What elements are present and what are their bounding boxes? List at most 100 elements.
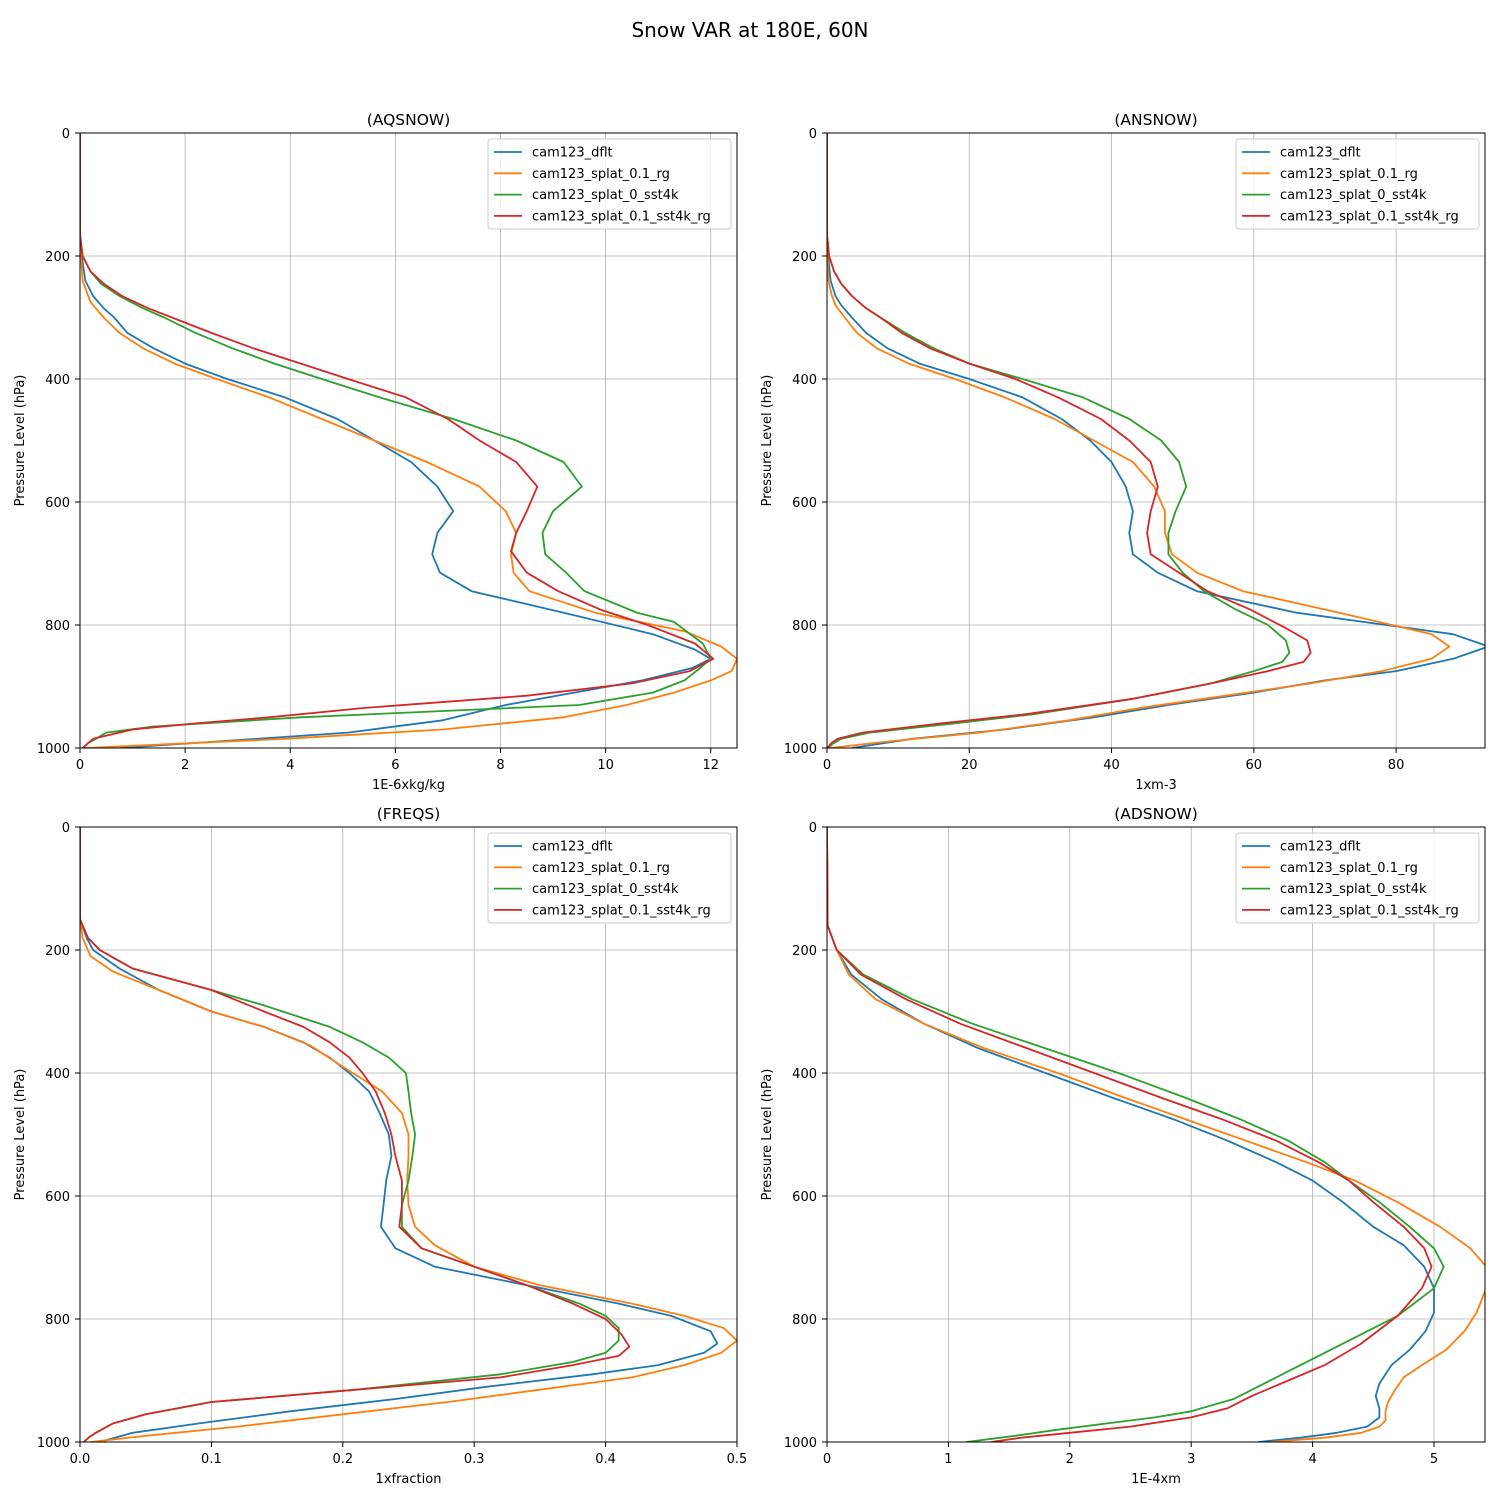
y-axis-label: Pressure Level (hPa) [760,375,775,507]
legend-label: cam123_splat_0.1_rg [1280,861,1418,876]
axes-frame [79,132,738,749]
legend-label: cam123_splat_0.1_sst4k_rg [1280,903,1459,918]
legend-box [1235,832,1480,924]
panel-title: (ANSNOW) [1114,111,1197,129]
x-tick-label: 10 [597,758,614,773]
legend-label: cam123_dflt [532,146,613,161]
legend-label: cam123_dflt [1280,840,1361,855]
x-tick-label: 1 [944,1452,952,1467]
x-axis-label: 1E-6xkg/kg [372,778,445,793]
series-line-cam123_splat_0.1_sst4k_rg [80,827,631,1442]
x-tick-label: 0.0 [70,1452,91,1467]
legend-box [487,138,732,230]
legend-label: cam123_splat_0.1_rg [1280,167,1418,182]
ticks: 0 1 2 3 4 5 0 200 400 600 800 1000 [784,821,1438,1467]
x-tick-label: 0 [76,758,84,773]
y-axis-label: Pressure Level (hPa) [13,1069,28,1201]
legend-label: cam123_splat_0.1_rg [532,861,670,876]
series-line-cam123_splat_0_sst4k [80,133,712,748]
panel-aqsnow: 0 2 4 6 8 10 12 0 200 400 600 800 1000 (AQSNOW) 1E-6… [13,111,738,793]
y-tick-label: 1000 [784,742,817,757]
series-lines [80,827,737,1442]
x-tick-label: 40 [1103,758,1120,773]
series-line-cam123_splat_0.1_sst4k_rg [827,133,1312,748]
legend-label: cam123_splat_0_sst4k [1280,882,1427,897]
y-tick-label: 600 [45,496,70,511]
legend-label: cam123_splat_0_sst4k [532,188,679,203]
y-tick-label: 0 [809,127,817,142]
x-tick-label: 5 [1430,1452,1438,1467]
series-line-cam123_dflt [80,133,712,748]
y-tick-label: 0 [809,821,817,836]
x-tick-label: 2 [181,758,189,773]
legend: cam123_dflt cam123_splat_0.1_rg cam123_spl… [1235,832,1480,924]
y-tick-label: 600 [792,496,817,511]
legend-label: cam123_splat_0.1_sst4k_rg [532,209,711,224]
x-tick-label: 3 [1187,1452,1195,1467]
y-tick-label: 600 [792,1190,817,1205]
series-line-cam123_splat_0.1_sst4k_rg [827,827,1433,1442]
series-lines [827,827,1485,1442]
y-tick-label: 800 [45,1313,70,1328]
y-tick-label: 400 [792,373,817,388]
x-tick-label: 8 [496,758,504,773]
y-tick-label: 200 [792,250,817,265]
y-tick-label: 1000 [784,1436,817,1451]
legend-label: cam123_splat_0_sst4k [532,882,679,897]
series-line-cam123_splat_0_sst4k [827,827,1445,1442]
legend: cam123_dflt cam123_splat_0.1_rg cam123_spl… [1235,138,1480,230]
x-tick-label: 0 [823,1452,831,1467]
x-axis-label: 1xfraction [376,1472,442,1487]
ticks: 0.0 0.1 0.2 0.3 0.4 0.5 0 200 400 600 800 1000 [37,821,747,1467]
y-tick-label: 600 [45,1190,70,1205]
y-tick-label: 1000 [37,1436,70,1451]
x-tick-label: 2 [1066,1452,1074,1467]
legend: cam123_dflt cam123_splat_0.1_rg cam123_spl… [487,832,732,924]
panel-title: (AQSNOW) [367,111,451,129]
legend-box [487,832,732,924]
legend-box [1235,138,1480,230]
x-tick-label: 0.2 [332,1452,353,1467]
legend-label: cam123_splat_0.1_sst4k_rg [1280,209,1459,224]
x-tick-label: 0.3 [464,1452,485,1467]
x-tick-label: 0.1 [201,1452,222,1467]
x-axis-label: 1E-4xm [1131,1472,1181,1487]
legend: cam123_dflt cam123_splat_0.1_rg cam123_spl… [487,138,732,230]
x-tick-label: 12 [702,758,719,773]
x-tick-label: 0.4 [595,1452,616,1467]
y-tick-label: 800 [45,619,70,634]
x-tick-label: 4 [1308,1452,1316,1467]
y-tick-label: 0 [62,821,70,836]
y-tick-label: 800 [792,1313,817,1328]
legend-label: cam123_splat_0.1_sst4k_rg [532,903,711,918]
ticks: 0 2 4 6 8 10 12 0 200 400 600 800 1000 [37,127,719,773]
series-lines [827,133,1485,748]
series-lines [80,133,737,748]
axes-frame [826,826,1486,1443]
x-tick-label: 4 [286,758,294,773]
y-tick-label: 0 [62,127,70,142]
figure-suptitle: Snow VAR at 180E, 60N [631,18,868,42]
y-axis-label: Pressure Level (hPa) [760,1069,775,1201]
series-line-cam123_splat_0.1_sst4k_rg [80,133,715,748]
legend-label: cam123_splat_0_sst4k [1280,188,1427,203]
panel-title: (ADSNOW) [1114,805,1198,823]
y-tick-label: 200 [45,250,70,265]
axes-frame [79,826,738,1443]
x-tick-label: 20 [961,758,978,773]
series-line-cam123_splat_0.1_rg [827,133,1451,748]
x-tick-label: 6 [391,758,399,773]
series-line-cam123_splat_0.1_rg [827,827,1485,1442]
y-tick-label: 200 [792,944,817,959]
panel-title: (FREQS) [377,805,441,823]
x-tick-label: 60 [1246,758,1263,773]
y-tick-label: 1000 [37,742,70,757]
x-tick-label: 0 [823,758,831,773]
panel-freqs: 0.0 0.1 0.2 0.3 0.4 0.5 0 200 400 600 800 1000 (FRE… [13,805,747,1487]
legend-label: cam123_splat_0.1_rg [532,167,670,182]
